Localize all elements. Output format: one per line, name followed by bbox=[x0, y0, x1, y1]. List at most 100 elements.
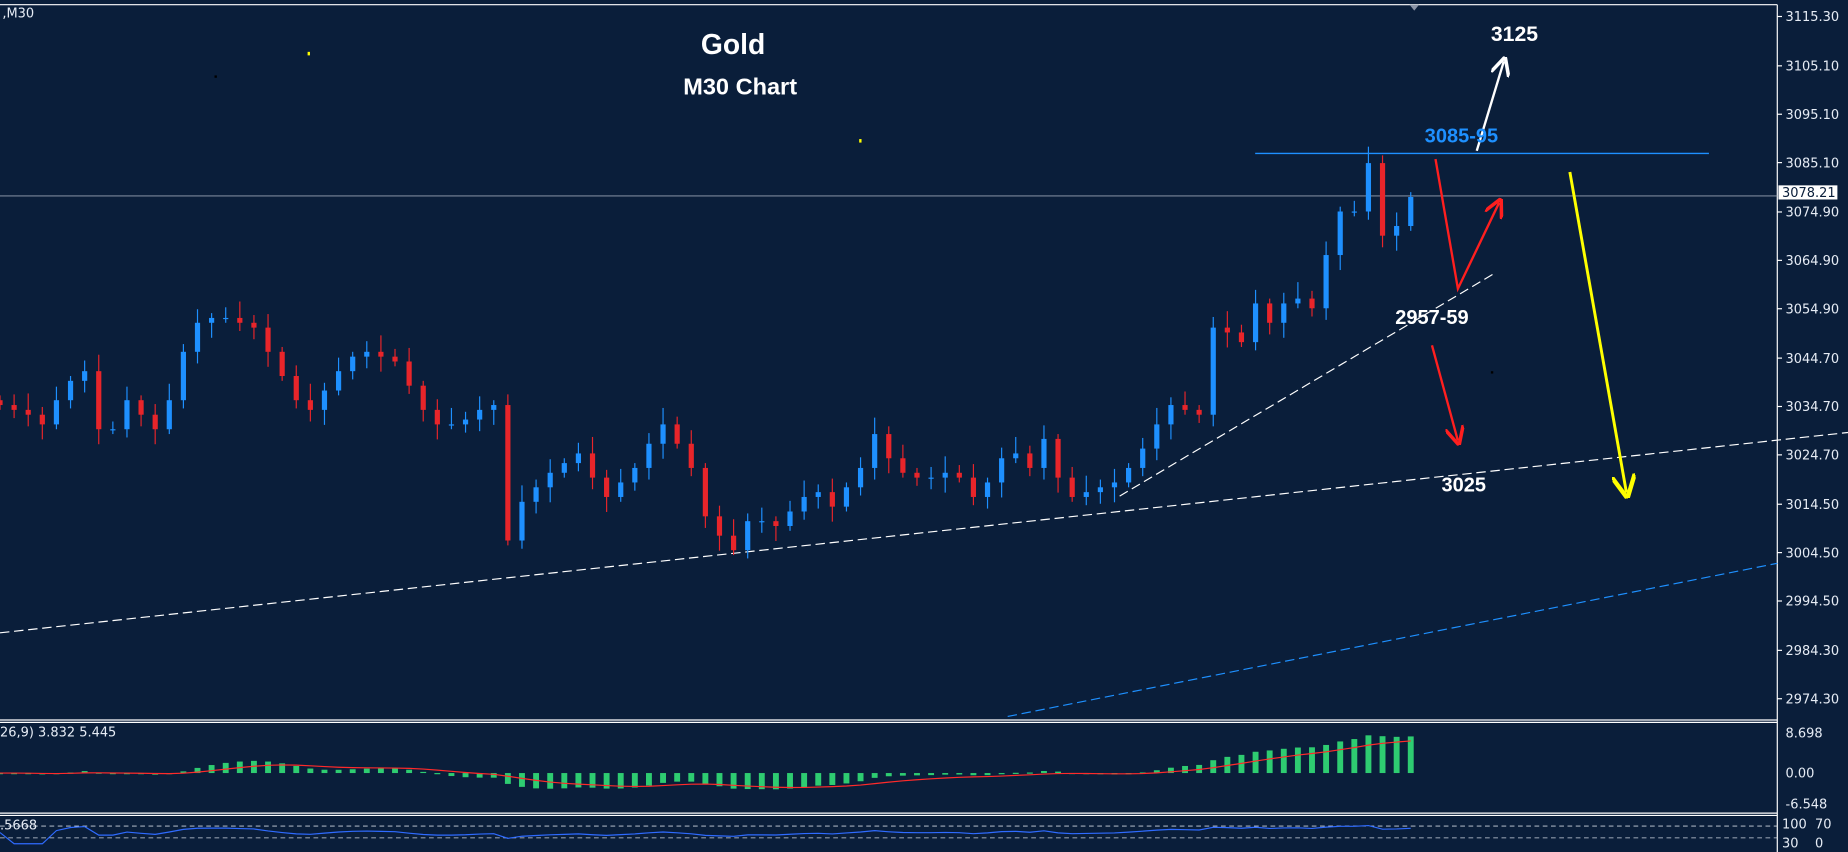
candle-body bbox=[11, 405, 17, 410]
price-tick-label: 3085.10 bbox=[1786, 156, 1840, 171]
macd-bar bbox=[1337, 741, 1344, 774]
candle bbox=[1069, 466, 1075, 502]
price-tick-label: 3115.30 bbox=[1786, 10, 1840, 25]
candle bbox=[773, 516, 779, 542]
short-trendline[interactable] bbox=[1119, 272, 1495, 497]
candle bbox=[279, 346, 285, 381]
long-trendline[interactable] bbox=[0, 431, 1848, 634]
price-tick-label: 2994.50 bbox=[1786, 595, 1840, 610]
macd-bar bbox=[660, 773, 666, 783]
macd-bar bbox=[1055, 771, 1062, 774]
rsi-panel bbox=[0, 824, 1411, 845]
chart-subtitle: M30 Chart bbox=[683, 73, 797, 99]
rsi-tick: 70 bbox=[1815, 817, 1831, 832]
macd-bar bbox=[730, 773, 737, 789]
candle bbox=[1097, 479, 1103, 504]
candle bbox=[82, 360, 88, 393]
candle-body bbox=[1267, 303, 1273, 323]
macd-bar bbox=[772, 773, 779, 790]
chart-shift-marker-icon[interactable] bbox=[1409, 4, 1419, 11]
macd-bar bbox=[81, 771, 88, 774]
candle bbox=[194, 309, 201, 364]
candle bbox=[462, 411, 469, 433]
candle bbox=[1027, 445, 1033, 477]
candle bbox=[335, 357, 342, 396]
candle bbox=[1351, 200, 1357, 217]
price-tick-label: 3105.10 bbox=[1786, 60, 1840, 75]
candle-body bbox=[1013, 453, 1019, 459]
candle-body bbox=[138, 400, 144, 415]
candle bbox=[1365, 146, 1372, 220]
candle-body bbox=[660, 424, 666, 444]
candle-body bbox=[519, 501, 525, 541]
candle bbox=[815, 484, 821, 509]
macd-bar bbox=[984, 773, 991, 776]
candle-body bbox=[1140, 448, 1146, 468]
macd-bar bbox=[1182, 765, 1188, 774]
candle-body bbox=[378, 351, 384, 357]
resistance-label: 3085-95 bbox=[1425, 126, 1498, 148]
macd-bar bbox=[180, 771, 187, 774]
macd-bar bbox=[561, 773, 568, 789]
candle-body bbox=[1295, 298, 1301, 304]
macd-bar bbox=[490, 773, 497, 778]
candle-body bbox=[1111, 482, 1118, 488]
candle bbox=[857, 457, 864, 496]
candle-body bbox=[364, 351, 370, 357]
candle bbox=[745, 513, 751, 559]
macd-bar bbox=[547, 773, 554, 789]
candle-body bbox=[1238, 332, 1245, 343]
arrow-down-yellow-icon[interactable] bbox=[1568, 171, 1627, 493]
macd-bar bbox=[787, 773, 793, 789]
candle-body bbox=[956, 472, 962, 478]
candle bbox=[138, 395, 144, 427]
candle bbox=[999, 447, 1005, 498]
candle bbox=[547, 459, 553, 503]
macd-bar bbox=[674, 773, 681, 782]
arrow-pullback-bounce-icon[interactable] bbox=[1434, 158, 1500, 293]
macd-bar bbox=[617, 773, 624, 789]
channel-trendline[interactable] bbox=[1007, 562, 1778, 718]
current-price-box bbox=[1778, 185, 1838, 200]
candle-body bbox=[801, 496, 807, 512]
candle bbox=[1168, 397, 1174, 440]
arrow-down-support-icon[interactable] bbox=[1430, 344, 1458, 440]
rsi-line bbox=[0, 824, 1411, 845]
candle bbox=[223, 307, 229, 323]
candle bbox=[646, 433, 652, 480]
macd-bar bbox=[462, 773, 469, 778]
macd-bar bbox=[194, 767, 201, 774]
candle-body bbox=[0, 400, 3, 406]
macd-bar bbox=[1294, 747, 1301, 774]
candle bbox=[914, 467, 920, 486]
candle bbox=[491, 400, 497, 425]
macd-tick: 8.698 bbox=[1786, 727, 1823, 742]
candle-body bbox=[575, 453, 582, 464]
candle-body bbox=[1224, 327, 1230, 333]
macd-bar bbox=[857, 773, 864, 782]
candle-body bbox=[745, 521, 751, 551]
candle-body bbox=[96, 371, 102, 430]
candle bbox=[1281, 292, 1287, 338]
candle bbox=[1252, 289, 1259, 351]
candle bbox=[53, 386, 60, 430]
candle-body bbox=[505, 405, 511, 541]
candle bbox=[561, 458, 567, 478]
candle-body bbox=[1126, 467, 1132, 483]
candle-body bbox=[857, 467, 864, 488]
candle-body bbox=[1351, 211, 1357, 213]
candle-body bbox=[1323, 255, 1329, 309]
candle bbox=[674, 416, 680, 449]
candle-body bbox=[1196, 409, 1202, 415]
macd-bar bbox=[928, 773, 935, 776]
candle-body bbox=[618, 482, 624, 497]
candle bbox=[378, 335, 384, 372]
macd-bar bbox=[434, 773, 441, 775]
candle-body bbox=[166, 400, 172, 430]
macd-bar bbox=[1365, 735, 1372, 774]
candle-body bbox=[1027, 453, 1033, 468]
macd-bar bbox=[885, 773, 892, 777]
arrow-up-target-icon[interactable] bbox=[1475, 61, 1504, 152]
